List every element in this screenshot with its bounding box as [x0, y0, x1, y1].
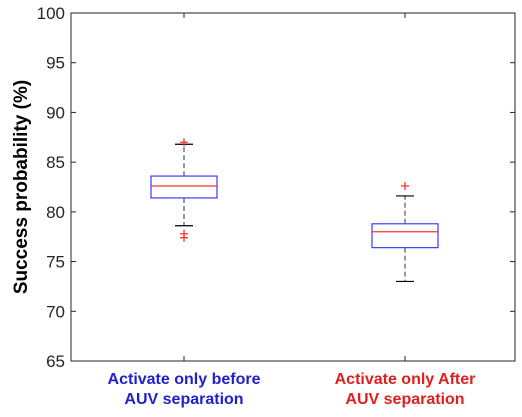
category-label-line: AUV separation: [345, 391, 464, 408]
y-tick-label: 80: [46, 203, 65, 222]
y-tick-label: 65: [46, 352, 65, 371]
boxes: [150, 138, 439, 283]
outlier-marker: [401, 182, 409, 191]
category-label-line: AUV separation: [124, 391, 243, 408]
box-group: [150, 138, 218, 242]
y-tick-label: 75: [46, 253, 65, 272]
y-axis: 65 70 75 80 85 90 95 100: [37, 4, 515, 371]
box: [150, 175, 218, 199]
y-tick-label: 85: [46, 153, 65, 172]
x-axis: [183, 13, 406, 361]
y-tick-label: 95: [46, 54, 65, 73]
category-label-line: Activate only before: [108, 371, 261, 388]
box-group: [371, 182, 439, 283]
y-tick-label: 100: [37, 4, 65, 23]
outlier-marker: [180, 229, 188, 238]
plot-area: [70, 12, 516, 362]
y-axis-label: Success probability (%): [11, 80, 32, 294]
category-labels: Activate only before AUV separation Activa…: [108, 371, 476, 408]
y-tick-label: 90: [46, 103, 65, 122]
box: [371, 223, 439, 249]
category-label-line: Activate only After: [335, 371, 476, 388]
y-tick-label: 70: [46, 302, 65, 321]
outlier-marker: [180, 138, 188, 147]
